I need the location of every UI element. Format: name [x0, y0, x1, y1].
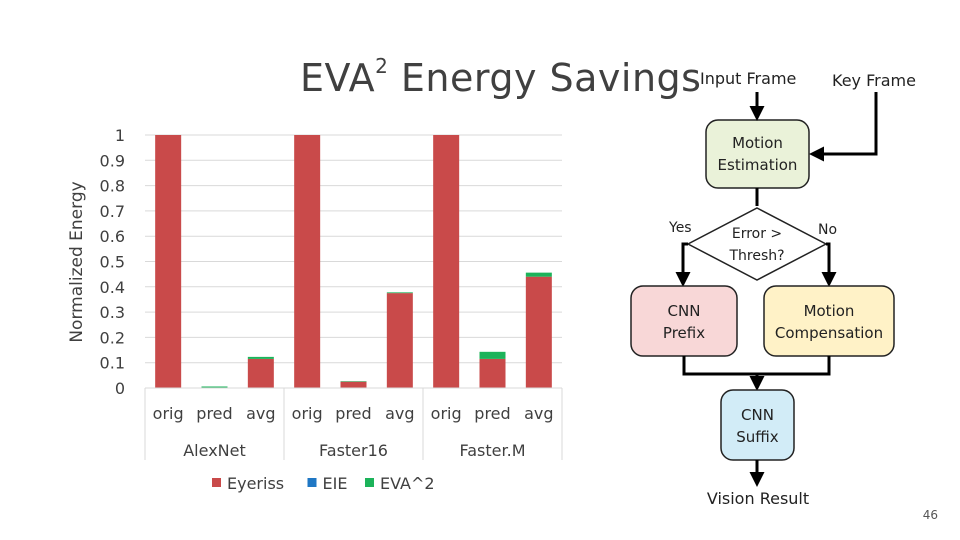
- group-label: Faster16: [319, 441, 388, 460]
- key-frame-arrow: [809, 92, 878, 162]
- no-label: No: [818, 222, 838, 238]
- bar-eva-2: [340, 381, 367, 382]
- y-tick-label: 0.1: [100, 354, 125, 373]
- y-tick-label: 0.4: [100, 278, 125, 297]
- bar-eva-2: [201, 386, 228, 388]
- merge-line: [682, 356, 831, 376]
- bar-eva-2: [247, 356, 274, 359]
- bar-eyeriss: [479, 358, 506, 388]
- key-frame-label: Key Frame: [832, 71, 916, 90]
- motion-compensation-label: Motion Compensation: [774, 302, 884, 342]
- decision-diamond: [686, 207, 828, 281]
- y-tick-label: 0.8: [100, 177, 125, 196]
- legend-label: Eyeriss: [227, 474, 284, 493]
- legend-label: EIE: [323, 474, 348, 493]
- bar-eyeriss: [294, 135, 321, 388]
- y-axis-label: Normalized Energy: [67, 181, 87, 342]
- y-tick-label: 0.9: [100, 151, 125, 170]
- input-frame-label: Input Frame: [700, 69, 797, 88]
- y-tick-label: 0.2: [100, 328, 125, 347]
- y-tick-label: 0.3: [100, 303, 125, 322]
- y-tick-label: 0.6: [100, 227, 125, 246]
- chart-title: EVA2 Energy Savings: [300, 54, 702, 100]
- group-label: AlexNet: [183, 441, 246, 460]
- decision-label: Error > Thresh?: [729, 226, 785, 264]
- y-tick-label: 0.5: [100, 253, 125, 272]
- legend-swatch: [365, 478, 374, 487]
- y-tick-label: 0.7: [100, 202, 125, 221]
- bar-eva-2: [479, 351, 506, 359]
- energy-savings-chart: 0 0.1 0.2 0.3 0.4 0.5 0.6 0.7 0.8 0.9 1 Normalized …: [67, 126, 563, 493]
- vision-result-label: Vision Result: [706, 489, 810, 508]
- bar-eyeriss: [386, 293, 413, 388]
- cnn-suffix-label: CNN Suffix: [736, 406, 779, 446]
- cnn-prefix-label: CNN Prefix: [662, 302, 706, 342]
- bar-eyeriss: [340, 381, 367, 388]
- legend-swatch: [212, 478, 221, 487]
- x-tick-label: pred: [196, 404, 232, 423]
- x-tick-label: orig: [292, 404, 323, 423]
- x-tick-label: pred: [474, 404, 510, 423]
- bar-eva-2: [525, 272, 552, 277]
- y-tick-label: 0: [115, 379, 125, 398]
- legend-swatch: [307, 478, 317, 487]
- motion-estimation-label: Motion Estimation: [717, 134, 798, 174]
- x-tick-label: avg: [246, 404, 275, 423]
- group-label: Faster.M: [460, 441, 526, 460]
- x-tick-label: orig: [431, 404, 462, 423]
- x-tick-label: orig: [153, 404, 184, 423]
- bar-eyeriss: [247, 358, 274, 388]
- page-number: 46: [922, 508, 938, 522]
- x-tick-label: pred: [335, 404, 371, 423]
- bar-eva-2: [386, 292, 413, 294]
- bar-eyeriss: [525, 276, 552, 388]
- y-tick-label: 1: [115, 126, 125, 145]
- x-tick-label: avg: [524, 404, 553, 423]
- legend-label: EVA^2: [380, 474, 435, 493]
- no-arrow: [821, 242, 837, 287]
- yes-arrow: [675, 242, 691, 287]
- x-tick-label: avg: [385, 404, 414, 423]
- bar-eyeriss: [433, 135, 460, 388]
- bar-eyeriss: [155, 135, 182, 388]
- yes-label: Yes: [669, 220, 692, 236]
